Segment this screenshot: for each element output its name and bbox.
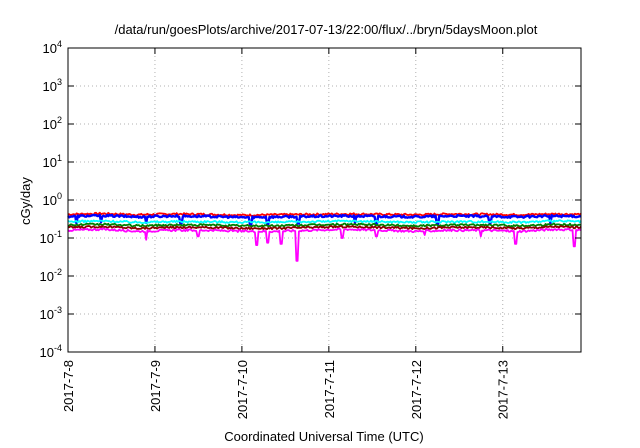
series-line xyxy=(67,222,582,228)
y-tick-label: 10-4 xyxy=(40,343,62,360)
y-tick-label: 10-3 xyxy=(40,305,62,322)
y-tick-label: 102 xyxy=(43,115,62,132)
x-tick-label: 2017-7-13 xyxy=(496,360,511,419)
x-tick-label: 2017-7-10 xyxy=(235,360,250,419)
grid-lines xyxy=(67,47,581,353)
y-tick-label: 104 xyxy=(43,39,62,56)
x-axis: 2017-7-8 2017-7-9 2017-7-10 2017-7-11 2017-7… xyxy=(61,48,511,419)
y-tick-label: 101 xyxy=(43,153,62,170)
series-layer xyxy=(67,211,582,262)
x-tick-label: 2017-7-9 xyxy=(148,360,163,412)
series-line xyxy=(67,213,582,227)
x-tick-label: 2017-7-12 xyxy=(409,360,424,419)
series-line xyxy=(67,227,582,262)
y-tick-label: 10-2 xyxy=(40,267,62,284)
x-tick-label: 2017-7-8 xyxy=(61,360,76,412)
y-axis-label: cGy/day xyxy=(18,177,33,225)
series-line xyxy=(67,219,582,225)
x-axis-label: Coordinated Universal Time (UTC) xyxy=(224,429,423,444)
y-tick-label: 100 xyxy=(43,191,62,208)
y-tick-label: 103 xyxy=(43,77,62,94)
series-line xyxy=(67,224,582,231)
chart-title: /data/run/goesPlots/archive/2017-07-13/2… xyxy=(115,22,538,37)
x-tick-label: 2017-7-11 xyxy=(322,360,337,418)
y-tick-label: 10-1 xyxy=(40,229,62,246)
